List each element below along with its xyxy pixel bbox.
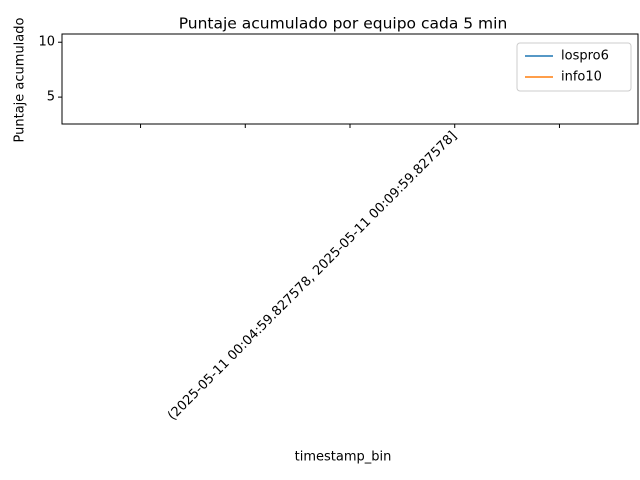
- y-tick-label: 10: [38, 35, 55, 50]
- y-tick-label: 5: [47, 90, 55, 105]
- legend-label: lospro6: [561, 49, 609, 64]
- legend-box: [516, 42, 632, 92]
- y-axis-label: Puntaje acumulado: [13, 17, 28, 142]
- chart-title: Puntaje acumulado por equipo cada 5 min: [179, 15, 508, 33]
- x-tick-label: (2025-05-11 00:04:59.827578, 2025-05-11 …: [165, 129, 460, 424]
- x-axis-label: timestamp_bin: [295, 450, 392, 465]
- legend-label: info10: [561, 70, 602, 85]
